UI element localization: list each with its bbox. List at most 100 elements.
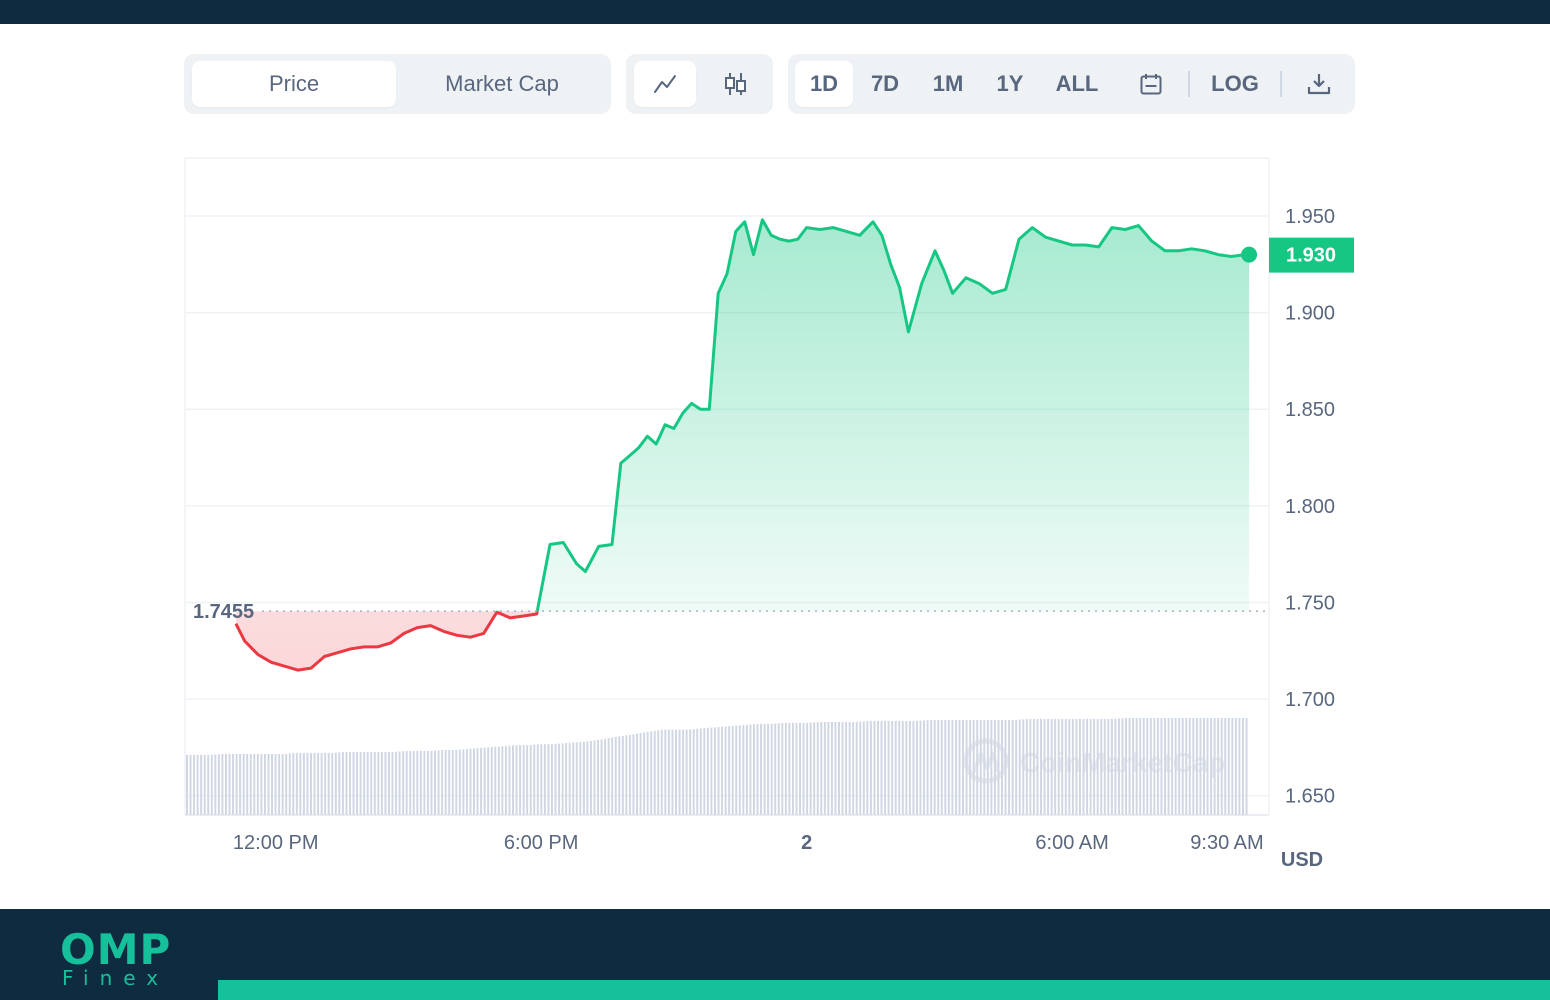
- volume-bar: [969, 719, 972, 815]
- volume-bar: [224, 753, 227, 815]
- range-1y-button[interactable]: 1Y: [996, 71, 1024, 96]
- download-button[interactable]: [1290, 61, 1348, 107]
- volume-bar: [1220, 718, 1223, 815]
- price-chart: CoinMarketCap 1.950 1.900 1.850 1.800 1.750 1…: [184, 157, 1354, 871]
- volume-bar: [1132, 718, 1135, 815]
- market-cap-tab[interactable]: Market Cap: [445, 71, 559, 96]
- volume-bar: [589, 740, 592, 815]
- volume-bar: [915, 720, 918, 815]
- volume-bar: [869, 720, 872, 815]
- volume-bar: [1238, 718, 1241, 815]
- volume-bar: [536, 744, 539, 815]
- volume-bar: [830, 721, 833, 815]
- volume-bar: [614, 736, 617, 815]
- volume-bar: [281, 753, 284, 815]
- volume-bar: [1217, 718, 1220, 815]
- volume-bar: [426, 750, 429, 815]
- volume-bar: [1149, 718, 1152, 815]
- volume-bar: [799, 722, 801, 815]
- line-chart-button[interactable]: [634, 61, 696, 107]
- volume-bar: [944, 719, 947, 815]
- volume-bar: [1242, 718, 1244, 815]
- line-chart-icon: [654, 75, 676, 93]
- volume-bar: [483, 747, 486, 815]
- volume-bar: [242, 753, 245, 815]
- current-price-tag: [1269, 237, 1354, 273]
- volume-bar: [444, 750, 447, 815]
- date-range-button[interactable]: [1122, 61, 1180, 107]
- volume-bar: [852, 721, 855, 815]
- volume-bar: [650, 731, 653, 815]
- volume-bar: [714, 727, 716, 815]
- volume-bar: [384, 751, 387, 815]
- volume-bar: [441, 750, 444, 815]
- volume-bar: [285, 753, 288, 815]
- volume-bar: [402, 751, 405, 815]
- volume-bar: [908, 720, 911, 815]
- volume-bar: [412, 750, 415, 815]
- range-7d-button[interactable]: 7D: [870, 71, 900, 96]
- volume-bar: [685, 729, 688, 815]
- volume-bar: [1082, 718, 1085, 815]
- volume-bar: [791, 722, 794, 815]
- log-scale-button[interactable]: LOG: [1211, 71, 1259, 96]
- volume-bar: [781, 722, 784, 815]
- volume-bar: [866, 721, 869, 815]
- volume-bar: [1178, 718, 1181, 815]
- volume-bar: [565, 743, 568, 815]
- volume-bar: [745, 724, 748, 815]
- candlestick-chart-button[interactable]: [704, 61, 766, 107]
- volume-bar: [543, 744, 546, 815]
- volume-bar: [327, 752, 330, 815]
- volume-bar: [522, 745, 525, 815]
- volume-bar: [1245, 718, 1248, 815]
- volume-bar: [1032, 718, 1035, 815]
- volume-bar: [1047, 718, 1050, 815]
- volume-bar: [320, 752, 323, 815]
- volume-bar: [862, 721, 865, 815]
- volume-bar: [356, 751, 359, 815]
- volume-bar: [735, 725, 738, 815]
- volume-bar: [1114, 718, 1117, 815]
- volume-bar: [1043, 718, 1046, 815]
- volume-bar: [816, 722, 819, 815]
- volume-bar: [501, 746, 504, 815]
- range-all-button[interactable]: ALL: [1055, 71, 1099, 96]
- range-1d-button[interactable]: 1D: [795, 61, 853, 107]
- volume-bar: [887, 720, 890, 815]
- volume-bar: [1231, 718, 1234, 815]
- price-tab[interactable]: Price: [192, 61, 396, 107]
- top-banner: [0, 0, 1550, 24]
- volume-bar: [625, 735, 628, 815]
- volume-bar: [200, 754, 203, 815]
- volume-bar: [692, 729, 695, 815]
- volume-bar: [657, 730, 660, 815]
- volume-bar: [639, 733, 642, 815]
- volume-bar: [838, 721, 840, 815]
- volume-bar: [1121, 718, 1124, 815]
- volume-bar: [664, 729, 667, 815]
- volume-bar: [278, 753, 281, 815]
- volume-bar: [632, 734, 635, 815]
- volume-bar: [359, 751, 362, 815]
- volume-bar: [504, 745, 507, 815]
- volume-bar: [387, 751, 390, 815]
- current-price-dot: [1241, 246, 1258, 263]
- volume-bar: [232, 753, 235, 815]
- volume-bar: [689, 729, 692, 815]
- volume-bar: [373, 751, 376, 815]
- volume-bar: [249, 753, 252, 815]
- volume-bar: [462, 749, 465, 815]
- volume-bar: [703, 728, 706, 815]
- volume-bar: [1036, 718, 1039, 815]
- volume-bar: [671, 729, 674, 815]
- volume-bar: [363, 751, 366, 815]
- volume-bar: [1078, 718, 1081, 815]
- volume-bar: [1001, 719, 1003, 815]
- volume-bar: [653, 730, 656, 815]
- range-1m-button[interactable]: 1M: [932, 71, 964, 96]
- volume-bar: [983, 719, 986, 815]
- volume-bar: [419, 750, 422, 815]
- volume-bar: [480, 747, 483, 815]
- volume-bar: [937, 719, 940, 815]
